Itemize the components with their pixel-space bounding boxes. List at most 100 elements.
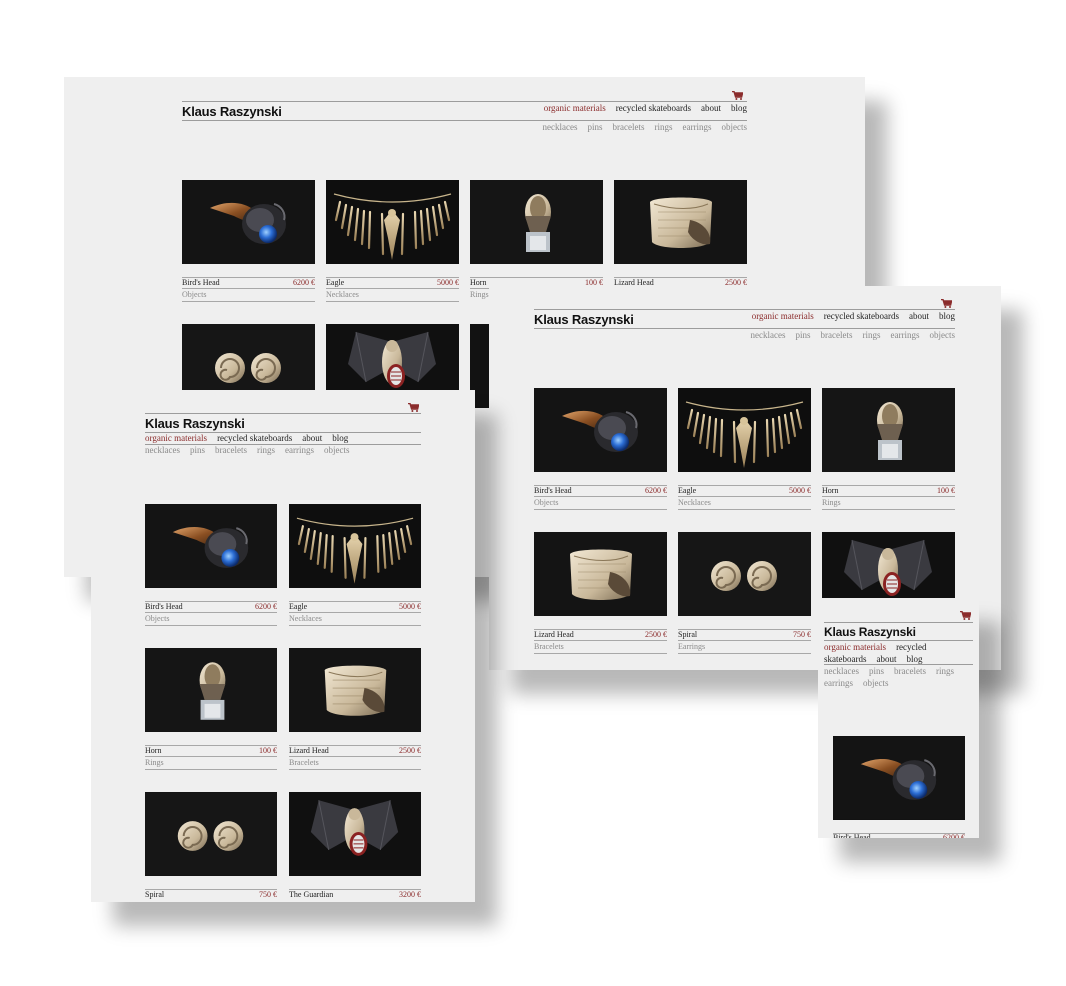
product-card[interactable]: Lizard Head 2500 € Bracelets (289, 648, 421, 770)
nav-blog[interactable]: blog (906, 654, 923, 664)
product-category[interactable]: Bracelets (289, 758, 319, 767)
product-category[interactable]: Objects (182, 290, 207, 299)
product-name[interactable]: Horn (470, 278, 487, 287)
product-card[interactable]: Bird's Head 6200 € Objects (145, 504, 277, 626)
product-image[interactable] (534, 388, 667, 472)
product-image[interactable] (289, 504, 421, 588)
cat-necklaces[interactable]: necklaces (824, 666, 859, 676)
product-image[interactable] (614, 180, 747, 264)
product-card[interactable]: Spiral 750 € Earrings (678, 532, 811, 654)
cat-bracelets[interactable]: bracelets (215, 445, 247, 455)
nav-recycled-skateboards[interactable]: recycled skateboards (615, 103, 691, 113)
cat-objects[interactable]: objects (323, 445, 350, 455)
product-name[interactable]: The Guardian (289, 890, 334, 899)
cat-rings[interactable]: rings (654, 122, 673, 132)
product-name[interactable]: Lizard Head (534, 630, 574, 639)
product-category[interactable]: Rings (822, 498, 841, 507)
brand-logo[interactable]: Klaus Raszynski (534, 312, 634, 327)
nav-about[interactable]: about (302, 433, 323, 443)
product-category[interactable]: Necklaces (326, 290, 359, 299)
product-name[interactable]: Lizard Head (289, 746, 329, 755)
product-name[interactable]: Horn (822, 486, 839, 495)
brand-logo[interactable]: Klaus Raszynski (182, 104, 282, 119)
cat-bracelets[interactable]: bracelets (612, 122, 645, 132)
product-name[interactable]: Lizard Head (614, 278, 654, 287)
cat-pins[interactable]: pins (189, 445, 205, 455)
cat-objects[interactable]: objects (721, 122, 748, 132)
product-name[interactable]: Eagle (326, 278, 345, 287)
product-category[interactable]: Objects (534, 498, 559, 507)
product-card[interactable]: Lizard Head 2500 € Bracelets (534, 532, 667, 654)
product-category[interactable]: Necklaces (678, 498, 711, 507)
nav-blog[interactable]: blog (730, 103, 747, 113)
cart-icon[interactable] (732, 91, 743, 100)
product-image[interactable] (678, 388, 811, 472)
product-image[interactable] (145, 792, 277, 876)
product-name[interactable]: Bird's Head (833, 833, 871, 838)
cat-bracelets[interactable]: bracelets (820, 330, 853, 340)
cat-pins[interactable]: pins (587, 122, 603, 132)
cat-necklaces[interactable]: necklaces (145, 445, 180, 455)
cat-earrings[interactable]: earrings (824, 678, 853, 688)
cat-rings[interactable]: rings (935, 666, 954, 676)
cat-pins[interactable]: pins (795, 330, 811, 340)
product-category[interactable]: Earrings (678, 642, 706, 651)
cat-pins[interactable]: pins (868, 666, 884, 676)
product-name[interactable]: Bird's Head (534, 486, 572, 495)
cat-rings[interactable]: rings (862, 330, 881, 340)
product-name[interactable]: Bird's Head (145, 602, 183, 611)
brand-logo[interactable]: Klaus Raszynski (145, 416, 245, 431)
cat-necklaces[interactable]: necklaces (542, 122, 578, 132)
product-category[interactable]: Objects (145, 614, 170, 623)
cart-icon[interactable] (960, 611, 971, 620)
product-card[interactable]: Bird's Head 6200 € (833, 736, 965, 838)
product-card[interactable]: Lizard Head 2500 € (614, 180, 747, 302)
product-category[interactable]: Rings (470, 290, 489, 299)
cat-necklaces[interactable]: necklaces (750, 330, 786, 340)
product-image[interactable] (145, 648, 277, 732)
product-name[interactable]: Eagle (678, 486, 697, 495)
nav-organic-materials[interactable]: organic materials (543, 103, 606, 113)
product-name[interactable]: Horn (145, 746, 162, 755)
product-image[interactable] (833, 736, 965, 820)
product-image[interactable] (534, 532, 667, 616)
product-image[interactable] (182, 180, 315, 264)
nav-recycled-skateboards[interactable]: recycled skateboards (217, 433, 293, 443)
cat-objects[interactable]: objects (929, 330, 956, 340)
product-image[interactable] (470, 180, 603, 264)
product-name[interactable]: Spiral (145, 890, 165, 899)
product-image[interactable] (289, 792, 421, 876)
nav-recycled-skateboards[interactable]: recycled skateboards (823, 311, 899, 321)
product-card[interactable]: Horn 100 € Rings (145, 648, 277, 770)
product-name[interactable]: Eagle (289, 602, 308, 611)
nav-about[interactable]: about (700, 103, 721, 113)
product-image[interactable] (326, 180, 459, 264)
nav-about[interactable]: about (876, 654, 897, 664)
product-card[interactable]: Eagle 5000 € Necklaces (289, 504, 421, 626)
nav-organic-materials[interactable]: organic materials (824, 642, 887, 652)
nav-blog[interactable]: blog (332, 433, 349, 443)
cat-earrings[interactable]: earrings (890, 330, 920, 340)
cat-rings[interactable]: rings (256, 445, 275, 455)
nav-organic-materials[interactable]: organic materials (145, 433, 208, 443)
nav-recycled[interactable]: recycled (896, 642, 927, 652)
product-card[interactable]: The Guardian 3200 € (289, 792, 421, 902)
product-name[interactable]: Spiral (678, 630, 698, 639)
product-name[interactable]: Bird's Head (182, 278, 220, 287)
product-image[interactable] (145, 504, 277, 588)
product-card[interactable]: Horn 100 € Rings (470, 180, 603, 302)
product-category[interactable]: Bracelets (534, 642, 564, 651)
cat-objects[interactable]: objects (863, 678, 889, 688)
nav-organic-materials[interactable]: organic materials (751, 311, 814, 321)
cat-bracelets[interactable]: bracelets (894, 666, 926, 676)
cart-icon[interactable] (408, 403, 419, 412)
product-category[interactable]: Necklaces (289, 614, 322, 623)
product-card[interactable]: Bird's Head 6200 € Objects (534, 388, 667, 510)
product-card[interactable]: Horn 100 € Rings (822, 388, 955, 510)
cart-icon[interactable] (941, 299, 952, 308)
cat-earrings[interactable]: earrings (284, 445, 314, 455)
nav-about[interactable]: about (908, 311, 929, 321)
product-card[interactable]: Spiral 750 € (145, 792, 277, 902)
product-card[interactable]: Eagle 5000 € Necklaces (678, 388, 811, 510)
product-card[interactable]: Bird's Head 6200 € Objects (182, 180, 315, 302)
